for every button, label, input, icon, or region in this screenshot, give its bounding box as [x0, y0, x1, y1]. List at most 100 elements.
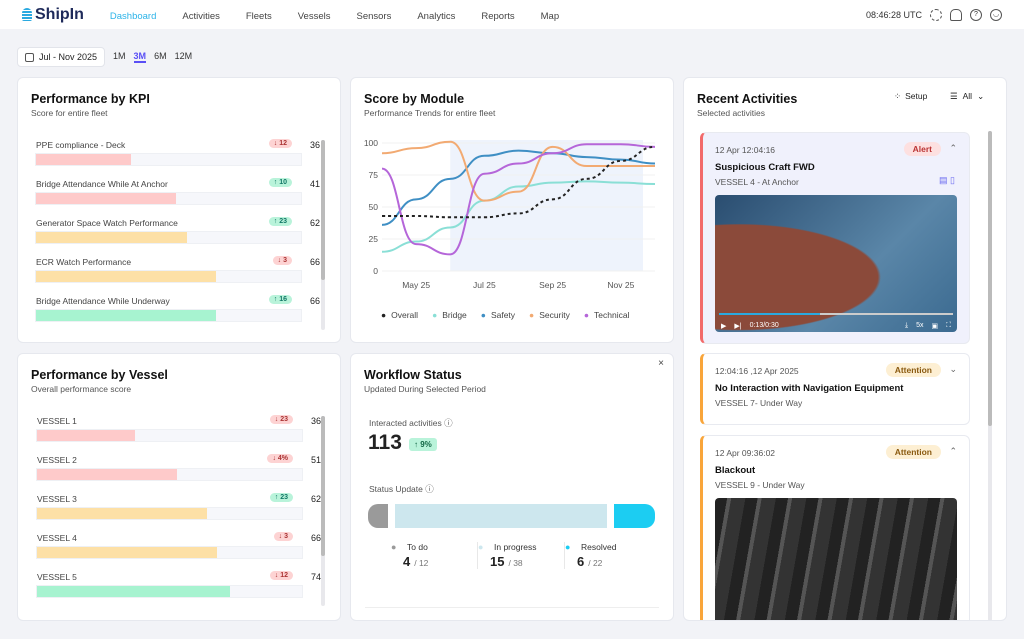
delta-badge: ↓ 23: [269, 415, 293, 424]
fullscreen-icon[interactable]: ⛶: [946, 322, 951, 329]
help-icon[interactable]: ?: [970, 8, 982, 21]
range-6M[interactable]: 6M: [154, 51, 167, 61]
filter-dropdown[interactable]: ☰ All ⌄: [950, 91, 985, 101]
nav-sensors[interactable]: Sensors: [356, 10, 392, 22]
clock: 08:46:28 UTC: [865, 9, 922, 20]
refresh-icon[interactable]: [930, 8, 942, 21]
item-score: 62: [310, 494, 321, 504]
bell-icon[interactable]: [950, 8, 962, 21]
legend-bridge[interactable]: Bridge: [432, 310, 467, 320]
chevron-up-icon[interactable]: ⌃: [949, 143, 957, 153]
nav-fleets[interactable]: Fleets: [245, 10, 272, 22]
nav-vessels[interactable]: Vessels: [297, 10, 331, 22]
status-count: 6: [577, 554, 585, 569]
video-player[interactable]: ▶ ▶| 0:13/0:30 ⤓ 5x ▣ ⛶: [715, 195, 957, 332]
legend-overall[interactable]: Overall: [381, 310, 418, 320]
scrollbar[interactable]: [988, 131, 992, 620]
range-3M[interactable]: 3M: [133, 51, 147, 63]
next-icon[interactable]: ▶|: [734, 323, 742, 330]
play-icon[interactable]: ▶: [721, 323, 727, 330]
status-label: Resolved: [581, 542, 617, 552]
x-tick-label: Sep 25: [539, 280, 566, 290]
panel-subtitle: Updated During Selected Period: [364, 384, 486, 394]
item-name: VESSEL 2: [37, 455, 77, 465]
info-icon[interactable]: ⓘ: [425, 484, 434, 494]
range-12M[interactable]: 12M: [174, 51, 193, 61]
status-segment-todo: [368, 504, 388, 528]
status-value: 6/ 22: [577, 554, 651, 569]
item-name: Bridge Attendance While Underway: [36, 296, 170, 306]
info-icon[interactable]: ⓘ: [444, 418, 453, 428]
panel-title: Recent Activities: [697, 92, 798, 106]
x-tick-label: May 25: [402, 280, 430, 290]
pip-icon[interactable]: ▣: [931, 323, 939, 330]
panel-subtitle: Overall performance score: [31, 384, 132, 394]
setup-button[interactable]: ⁘ Setup: [894, 91, 928, 101]
item-name: VESSEL 1: [37, 416, 77, 426]
download-icon[interactable]: ⤓: [904, 322, 909, 329]
item-score: 66: [309, 257, 320, 267]
close-icon[interactable]: ×: [658, 358, 664, 369]
status-segment-resolved: [614, 504, 655, 528]
legend-security[interactable]: Security: [529, 310, 570, 320]
video-progress[interactable]: [719, 313, 953, 315]
kpi-panel: Performance by KPI Score for entire flee…: [17, 77, 341, 343]
list-item: Bridge Attendance While Underway ↑ 16 66: [35, 294, 320, 333]
list-item: VESSEL 3 ↑ 23 62: [36, 492, 321, 531]
status-label: To do: [407, 542, 428, 552]
activity-title: Suspicious Craft FWD: [715, 162, 815, 173]
video-player[interactable]: [715, 498, 957, 620]
score-bar-fill: [37, 586, 231, 597]
activity-card[interactable]: 12 Apr 09:36:02 Attention ⌃ Blackout VESSEL …: [700, 435, 970, 620]
status-count: 15: [490, 554, 505, 569]
score-line-chart: 0 25 50 75 100 May 25 Jul 25 Sep 25 Nov 25: [364, 138, 656, 290]
logo[interactable]: ShipIn: [22, 6, 84, 24]
nav-analytics[interactable]: Analytics: [417, 10, 456, 22]
item-score: 74: [310, 572, 321, 582]
score-bar: [36, 585, 303, 598]
score-bar: [36, 429, 303, 442]
series-line-bridge: [381, 180, 656, 253]
range-1M[interactable]: 1M: [113, 51, 126, 61]
activity-card[interactable]: 12 Apr 12:04:16 Alert ⌃ Suspicious Craft FW…: [700, 132, 970, 344]
delta-badge: ↑ 9%: [409, 438, 437, 451]
nav-activities[interactable]: Activities: [182, 10, 220, 22]
speed-button[interactable]: 5x: [916, 322, 924, 329]
y-tick-label: 75: [369, 170, 379, 180]
severity-badge: Alert: [903, 142, 941, 156]
chevron-up-icon[interactable]: ⌃: [949, 446, 957, 456]
panel-subtitle: Performance Trends for entire fleet: [364, 108, 496, 118]
status-in-progress: ● In progress 15/ 38: [478, 542, 565, 569]
scrollbar[interactable]: [321, 416, 325, 606]
scrollbar[interactable]: [321, 140, 325, 330]
video-time: 0:13/0:30: [749, 322, 779, 329]
series-line-technical: [381, 143, 656, 256]
legend-technical[interactable]: Technical: [584, 310, 629, 320]
delta-badge: ↓ 4%: [267, 454, 293, 463]
list-icon: ☰: [950, 91, 958, 101]
smiley-icon[interactable]: ◡: [990, 8, 1002, 21]
score-bar-fill: [36, 310, 217, 321]
date-range-picker[interactable]: Jul - Nov 2025: [17, 47, 106, 67]
legend-safety[interactable]: Safety: [481, 310, 515, 320]
nav-reports[interactable]: Reports: [481, 10, 515, 22]
notes-icon[interactable]: ▤ ▯: [939, 175, 955, 185]
activity-card[interactable]: 12:04:16 ,12 Apr 2025 Attention ⌄ No Intera…: [700, 353, 970, 425]
list-item: VESSEL 4 ↓ 3 66: [36, 531, 321, 570]
list-item: PPE compliance - Deck ↓ 12 36: [35, 138, 320, 177]
panel-title: Score by Module: [364, 92, 465, 106]
list-item: Generator Space Watch Performance ↑ 23 62: [35, 216, 320, 255]
status-dot: ●: [565, 542, 571, 552]
highlight-band: [450, 140, 643, 271]
panel-title: Workflow Status: [364, 368, 462, 382]
chevron-down-icon[interactable]: ⌄: [949, 364, 957, 374]
status-dot: ●: [391, 542, 397, 552]
item-score: 41: [309, 179, 320, 189]
score-bar: [35, 153, 302, 166]
score-bar-fill: [37, 430, 136, 441]
nav-dashboard[interactable]: Dashboard: [109, 10, 157, 22]
grid-icon: ⁘: [894, 91, 902, 101]
nav-map[interactable]: Map: [540, 10, 560, 22]
panel-title: Performance by Vessel: [31, 368, 168, 382]
status-bar: [368, 504, 655, 528]
